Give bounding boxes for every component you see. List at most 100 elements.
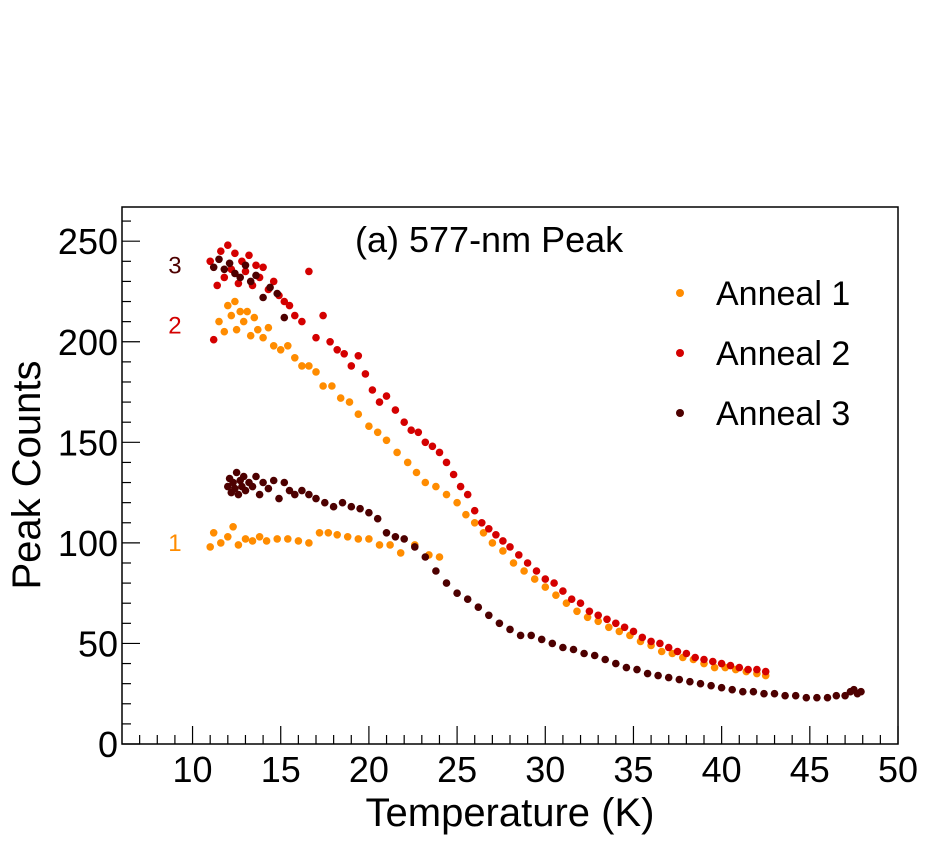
data-point-anneal-1 [243, 307, 251, 316]
data-point-anneal-2 [421, 438, 430, 447]
data-point-anneal-2 [269, 277, 278, 286]
data-point-anneal-2 [319, 311, 327, 320]
data-point-anneal-1 [269, 342, 278, 350]
data-point-anneal-1 [365, 535, 373, 543]
chart-title: (a) 577-nm Peak [355, 219, 624, 260]
legend: Anneal 1 Anneal 2 Anneal 3 [676, 275, 850, 433]
data-point-anneal-2 [726, 661, 735, 670]
data-point-anneal-2 [259, 263, 267, 272]
data-point-anneal-2 [492, 531, 500, 539]
data-point-anneal-2 [594, 611, 602, 620]
data-point-anneal-3 [275, 494, 283, 503]
y-tick-label: 100 [58, 523, 118, 564]
data-point-anneal-3 [654, 671, 662, 680]
data-point-anneal-1 [562, 599, 571, 607]
data-point-anneal-3 [285, 486, 294, 495]
series-label-1: 1 [168, 530, 181, 557]
data-point-anneal-2 [213, 281, 221, 290]
data-point-anneal-1 [365, 422, 373, 431]
data-point-anneal-3 [329, 502, 338, 511]
data-point-anneal-2 [368, 386, 377, 394]
data-point-anneal-1 [328, 382, 336, 390]
data-point-anneal-2 [515, 551, 523, 559]
data-point-anneal-2 [463, 490, 472, 499]
data-point-anneal-2 [361, 370, 370, 378]
data-point-anneal-3 [770, 689, 779, 698]
data-point-anneal-3 [474, 603, 483, 611]
data-point-anneal-1 [412, 468, 421, 477]
data-point-anneal-2 [523, 559, 532, 567]
data-point-anneal-1 [462, 510, 470, 519]
x-axis-title: Temperature (K) [366, 791, 655, 835]
data-point-anneal-1 [291, 354, 299, 362]
data-point-anneal-3 [252, 271, 260, 280]
data-point-anneal-2 [629, 627, 638, 636]
data-point-anneal-3 [239, 472, 248, 481]
series-label-2: 2 [168, 313, 181, 340]
data-point-anneal-2 [391, 406, 400, 414]
data-point-anneal-2 [354, 352, 363, 360]
legend-marker [676, 289, 684, 297]
data-point-anneal-3 [209, 263, 218, 272]
y-tick-label: 200 [58, 322, 118, 363]
data-point-anneal-2 [220, 273, 229, 282]
data-point-anneal-1 [345, 398, 354, 406]
data-point-anneal-2 [291, 311, 299, 320]
data-point-anneal-1 [615, 627, 624, 636]
data-point-anneal-3 [442, 579, 451, 587]
data-point-anneal-2 [382, 392, 391, 400]
data-point-anneal-2 [217, 247, 225, 255]
x-tick-label: 15 [261, 749, 301, 790]
data-point-anneal-3 [537, 635, 546, 644]
data-point-anneal-2 [231, 249, 239, 258]
x-tick-label: 30 [525, 749, 565, 790]
data-point-anneal-2 [620, 623, 629, 632]
data-point-anneal-3 [312, 494, 320, 503]
data-point-anneal-1 [421, 478, 430, 487]
data-point-anneal-1 [259, 333, 267, 342]
legend-label: Anneal 2 [716, 335, 850, 373]
data-point-anneal-2 [541, 575, 550, 583]
data-point-anneal-1 [435, 553, 444, 561]
data-point-anneal-3 [365, 508, 373, 517]
data-point-anneal-3 [590, 651, 599, 660]
data-point-anneal-3 [495, 619, 504, 628]
data-point-anneal-1 [315, 529, 324, 537]
data-point-anneal-1 [386, 541, 394, 549]
data-point-anneal-3 [298, 486, 306, 495]
data-point-anneal-3 [791, 691, 800, 700]
data-point-anneal-3 [749, 687, 758, 696]
data-point-anneal-3 [236, 273, 244, 282]
data-point-anneal-3 [264, 484, 273, 493]
data-point-anneal-1 [284, 535, 292, 543]
data-point-anneal-1 [432, 482, 440, 491]
data-point-anneal-3 [857, 687, 865, 696]
data-point-anneal-3 [485, 611, 493, 620]
y-tick-label: 250 [58, 221, 118, 262]
data-point-anneal-3 [832, 691, 841, 700]
data-point-anneal-1 [241, 535, 250, 543]
data-point-anneal-3 [760, 689, 768, 698]
data-point-anneal-1 [298, 362, 306, 370]
y-tick-label: 0 [98, 724, 118, 765]
data-point-anneal-3 [291, 490, 299, 499]
data-point-anneal-3 [664, 673, 673, 682]
data-point-anneal-3 [321, 498, 329, 507]
data-point-anneal-1 [324, 529, 333, 537]
data-point-anneal-3 [823, 693, 832, 702]
data-point-anneal-1 [264, 323, 273, 332]
data-point-anneal-3 [241, 261, 250, 270]
data-point-anneal-2 [298, 317, 306, 326]
data-point-anneal-3 [241, 486, 250, 495]
data-point-anneal-3 [463, 595, 472, 603]
data-point-anneal-1 [220, 327, 229, 336]
data-point-anneal-3 [273, 289, 282, 298]
x-tick-label: 10 [173, 749, 213, 790]
data-point-anneal-1 [541, 583, 550, 591]
data-point-anneal-3 [612, 659, 620, 668]
data-point-anneal-3 [373, 514, 382, 523]
data-point-anneal-3 [234, 490, 243, 499]
data-point-anneal-3 [728, 685, 736, 694]
axis-ticks [122, 220, 899, 745]
